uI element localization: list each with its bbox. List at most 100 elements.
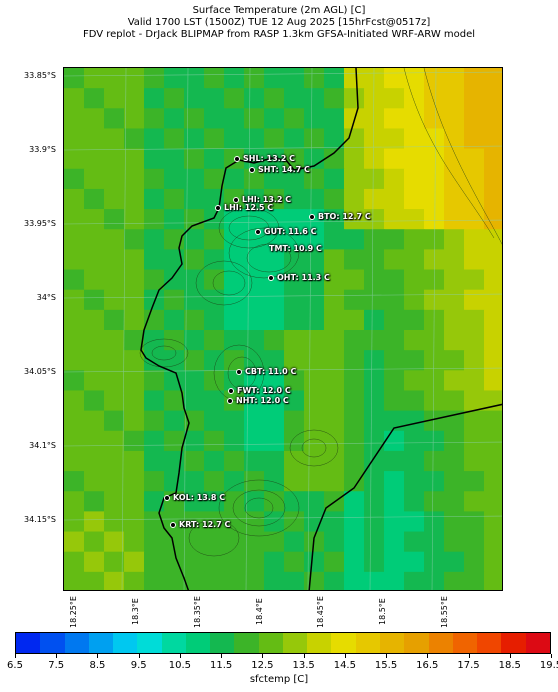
grid-cell xyxy=(304,471,325,492)
colorbar-tick-mark xyxy=(386,654,388,658)
grid-cell xyxy=(284,410,305,432)
grid-cell xyxy=(464,88,485,109)
station-oht[interactable]: OHT: 11.3 C xyxy=(268,273,330,282)
grid-cell xyxy=(344,430,365,452)
grid-cell xyxy=(204,430,225,452)
station-gut[interactable]: GUT: 11.6 C xyxy=(255,227,316,236)
grid-cell xyxy=(424,551,445,573)
grid-cell xyxy=(144,471,165,492)
station-lhi[interactable]: LHI: 13.2 C xyxy=(233,195,291,204)
grid-cell xyxy=(184,269,205,291)
grid-cell xyxy=(304,188,325,210)
grid-cell xyxy=(464,289,485,311)
grid-cell xyxy=(124,68,145,89)
grid-cell xyxy=(244,108,265,129)
grid-cell xyxy=(104,370,125,391)
title-line-3: FDV replot - DrJack BLIPMAP from RASP 1.… xyxy=(82,29,476,40)
grid-cell xyxy=(444,249,465,271)
station-cbt[interactable]: CBT: 11.0 C xyxy=(236,367,296,376)
station-nht[interactable]: NHT: 12.0 C xyxy=(227,396,289,405)
grid-cell xyxy=(244,350,265,371)
grid-cell xyxy=(424,128,445,150)
grid-cell xyxy=(344,68,365,89)
grid-cell xyxy=(284,68,305,89)
grid-cell xyxy=(464,309,485,331)
station-bto[interactable]: BTO: 12.7 C xyxy=(309,212,371,221)
colorbar-swatch xyxy=(40,633,65,653)
grid-cell xyxy=(264,450,285,472)
grid-cell xyxy=(224,430,245,452)
station-shl[interactable]: SHL: 13.2 C xyxy=(234,154,295,163)
grid-cell xyxy=(64,88,85,109)
colorbar-swatch xyxy=(161,633,186,653)
grid-cell xyxy=(324,128,345,150)
grid-cell xyxy=(184,571,205,590)
grid-cell xyxy=(124,551,145,573)
grid-cell xyxy=(164,571,185,590)
grid-cell xyxy=(384,491,405,512)
grid-cell xyxy=(444,209,465,230)
colorbar-swatch xyxy=(355,633,380,653)
grid-cell xyxy=(204,491,225,512)
grid-cell xyxy=(184,108,205,129)
grid-cell xyxy=(304,108,325,129)
grid-cell xyxy=(364,531,385,553)
grid-cell xyxy=(284,229,305,250)
grid-cell xyxy=(304,128,325,150)
grid-cell xyxy=(424,410,445,432)
grid-cell xyxy=(424,370,445,391)
grid-cell xyxy=(344,350,365,371)
grid-cell xyxy=(164,410,185,432)
grid-cell xyxy=(444,289,465,311)
grid-cell xyxy=(304,88,325,109)
grid-cell xyxy=(164,269,185,291)
grid-cell xyxy=(104,491,125,512)
lat-lon-grid xyxy=(64,68,502,590)
grid-cell xyxy=(484,128,502,150)
grid-cell xyxy=(224,491,245,512)
grid-cell xyxy=(224,330,245,351)
grid-cell xyxy=(224,209,245,230)
grid-cell xyxy=(344,511,365,533)
grid-cell xyxy=(264,209,285,230)
grid-cell xyxy=(364,491,385,512)
station-lhi-2[interactable]: LHI: 12.5 C xyxy=(215,203,273,212)
grid-cell xyxy=(144,289,165,311)
grid-cell xyxy=(124,370,145,391)
grid-cell xyxy=(404,309,425,331)
grid-cell xyxy=(144,511,165,533)
station-krt[interactable]: KRT: 12.7 C xyxy=(170,520,230,529)
grid-cell xyxy=(284,289,305,311)
grid-cell xyxy=(484,68,502,89)
station-kol[interactable]: KOL: 13.8 C xyxy=(164,493,225,502)
grid-cell xyxy=(264,309,285,331)
grid-cell xyxy=(224,309,245,331)
grid-cell xyxy=(64,330,85,351)
grid-cell xyxy=(364,229,385,250)
grid-cell xyxy=(124,188,145,210)
colorbar-tick-label: 18.5 xyxy=(498,660,521,671)
grid-cell xyxy=(264,430,285,452)
grid-cell xyxy=(364,410,385,432)
map-panel[interactable] xyxy=(63,67,503,591)
grid-cell xyxy=(444,471,465,492)
grid-cell xyxy=(444,128,465,150)
colorbar-swatch xyxy=(379,633,405,653)
grid-cell xyxy=(324,88,345,109)
grid-cell xyxy=(104,450,125,472)
grid-cell xyxy=(384,108,405,129)
grid-cell xyxy=(264,571,285,590)
grid-cell xyxy=(84,571,105,590)
grid-cell xyxy=(244,571,265,590)
colorbar-swatch xyxy=(404,633,429,653)
title-line-1: Surface Temperature (2m AGL) [C] xyxy=(192,5,366,16)
grid-cell xyxy=(364,209,385,230)
grid-cell xyxy=(444,531,465,553)
station-fwt[interactable]: FWT: 12.0 C xyxy=(228,386,291,395)
colorbar-swatch xyxy=(477,633,502,653)
grid-cell xyxy=(364,309,385,331)
station-sht[interactable]: SHT: 14.7 C xyxy=(249,165,310,174)
grid-cell xyxy=(424,450,445,472)
grid-cell xyxy=(404,209,425,230)
grid-cell xyxy=(364,551,385,573)
